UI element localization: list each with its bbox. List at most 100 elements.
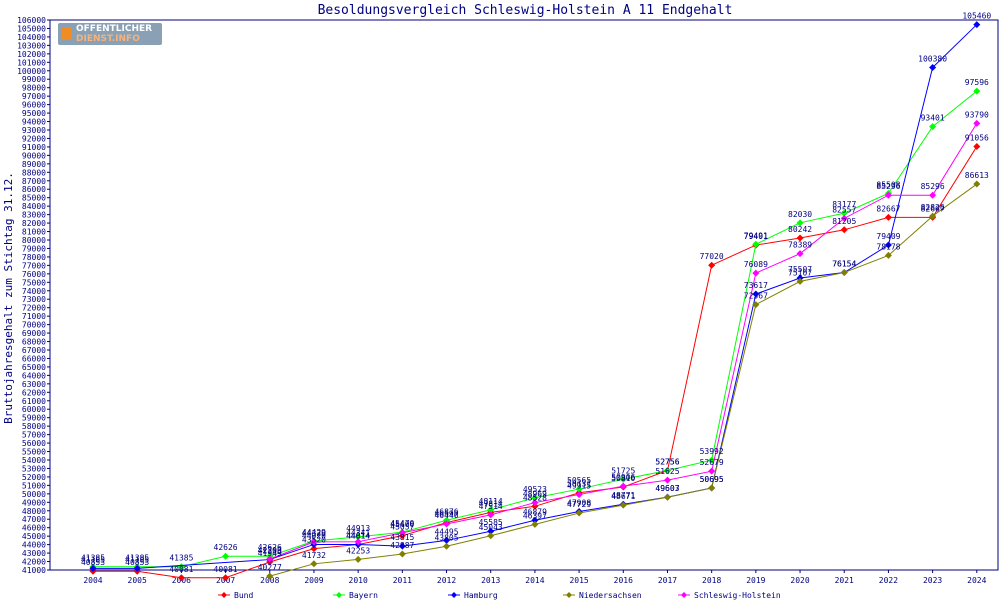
data-label: 40081 — [169, 565, 193, 574]
data-label: 42233 — [258, 547, 282, 556]
data-point — [310, 545, 318, 553]
data-point — [177, 574, 185, 582]
data-point — [884, 251, 892, 259]
y-tick-label: 55000 — [22, 448, 46, 457]
data-point — [929, 64, 937, 72]
data-label: 50810 — [611, 474, 635, 483]
y-tick-label: 58000 — [22, 422, 46, 431]
data-point — [840, 214, 848, 222]
data-point — [222, 574, 230, 582]
x-tick-label: 2014 — [525, 576, 544, 585]
y-tick-label: 77000 — [22, 261, 46, 270]
data-label: 42887 — [390, 541, 414, 550]
y-tick-label: 62000 — [22, 388, 46, 397]
y-tick-label: 51000 — [22, 481, 46, 490]
y-tick-label: 87000 — [22, 177, 46, 186]
data-label: 78178 — [876, 242, 900, 251]
data-label: 51625 — [655, 467, 679, 476]
y-tick-label: 73000 — [22, 295, 46, 304]
y-tick-label: 71000 — [22, 312, 46, 321]
data-point — [929, 212, 937, 220]
y-tick-label: 101000 — [17, 58, 46, 67]
data-label: 105460 — [962, 12, 991, 21]
data-label: 48771 — [611, 491, 635, 500]
data-label: 86613 — [965, 171, 989, 180]
data-point — [398, 550, 406, 558]
data-label: 46597 — [434, 510, 458, 519]
data-point — [575, 485, 583, 493]
y-tick-label: 93000 — [22, 126, 46, 135]
data-label: 100380 — [918, 55, 947, 64]
data-label: 93401 — [921, 114, 945, 123]
data-point — [354, 538, 362, 546]
data-point — [487, 511, 495, 519]
data-label: 45470 — [390, 519, 414, 528]
y-tick-label: 66000 — [22, 354, 46, 363]
data-label: 47729 — [567, 500, 591, 509]
data-point — [531, 516, 539, 524]
data-point — [575, 491, 583, 499]
data-label: 41949 — [258, 549, 282, 558]
data-label: 46397 — [523, 511, 547, 520]
data-point — [354, 555, 362, 563]
data-label: 44020 — [302, 531, 326, 540]
legend-marker — [681, 592, 687, 598]
y-tick-label: 54000 — [22, 456, 46, 465]
data-label: 83177 — [832, 200, 856, 209]
x-tick-label: 2024 — [967, 576, 986, 585]
data-label: 82030 — [788, 210, 812, 219]
data-label: 52756 — [655, 458, 679, 467]
data-point — [973, 142, 981, 150]
x-tick-label: 2004 — [83, 576, 102, 585]
data-point — [752, 301, 760, 309]
data-point — [531, 499, 539, 507]
data-point — [443, 542, 451, 550]
y-tick-label: 42000 — [22, 558, 46, 567]
y-tick-label: 44000 — [22, 541, 46, 550]
x-tick-label: 2019 — [746, 576, 765, 585]
y-tick-label: 75000 — [22, 278, 46, 287]
data-label: 46440 — [434, 511, 458, 520]
data-point — [929, 191, 937, 199]
y-tick-label: 85000 — [22, 194, 46, 203]
data-label: 76154 — [832, 260, 856, 269]
y-tick-label: 80000 — [22, 236, 46, 245]
data-point — [752, 240, 760, 248]
legend-label: Bayern — [349, 591, 378, 600]
y-tick-label: 72000 — [22, 304, 46, 313]
y-tick-label: 102000 — [17, 50, 46, 59]
data-point — [752, 269, 760, 277]
data-point — [531, 494, 539, 502]
y-tick-label: 70000 — [22, 321, 46, 330]
data-point — [619, 475, 627, 483]
data-point — [266, 555, 274, 563]
x-tick-label: 2011 — [393, 576, 412, 585]
data-label: 43520 — [302, 536, 326, 545]
data-point — [487, 532, 495, 540]
data-label: 41732 — [302, 551, 326, 560]
y-tick-label: 98000 — [22, 84, 46, 93]
data-point — [973, 21, 981, 29]
x-tick-label: 2021 — [835, 576, 854, 585]
data-label: 47814 — [479, 499, 503, 508]
y-tick-label: 92000 — [22, 134, 46, 143]
data-point — [663, 493, 671, 501]
x-tick-label: 2018 — [702, 576, 721, 585]
data-label: 81205 — [832, 217, 856, 226]
y-tick-label: 86000 — [22, 185, 46, 194]
data-label: 82667 — [921, 204, 945, 213]
data-label: 48969 — [523, 490, 547, 499]
data-label: 49915 — [567, 482, 591, 491]
x-tick-label: 2017 — [658, 576, 677, 585]
y-tick-label: 60000 — [22, 405, 46, 414]
x-tick-label: 2013 — [481, 576, 500, 585]
legend-label: Hamburg — [464, 591, 498, 600]
data-label: 79401 — [744, 232, 768, 241]
y-tick-label: 46000 — [22, 524, 46, 533]
legend-label: Schleswig-Holstein — [694, 591, 781, 600]
legend-label: Bund — [234, 591, 253, 600]
data-label: 45400 — [390, 520, 414, 529]
data-label: 72367 — [744, 292, 768, 301]
y-tick-label: 91000 — [22, 143, 46, 152]
plot-frame — [49, 19, 999, 571]
